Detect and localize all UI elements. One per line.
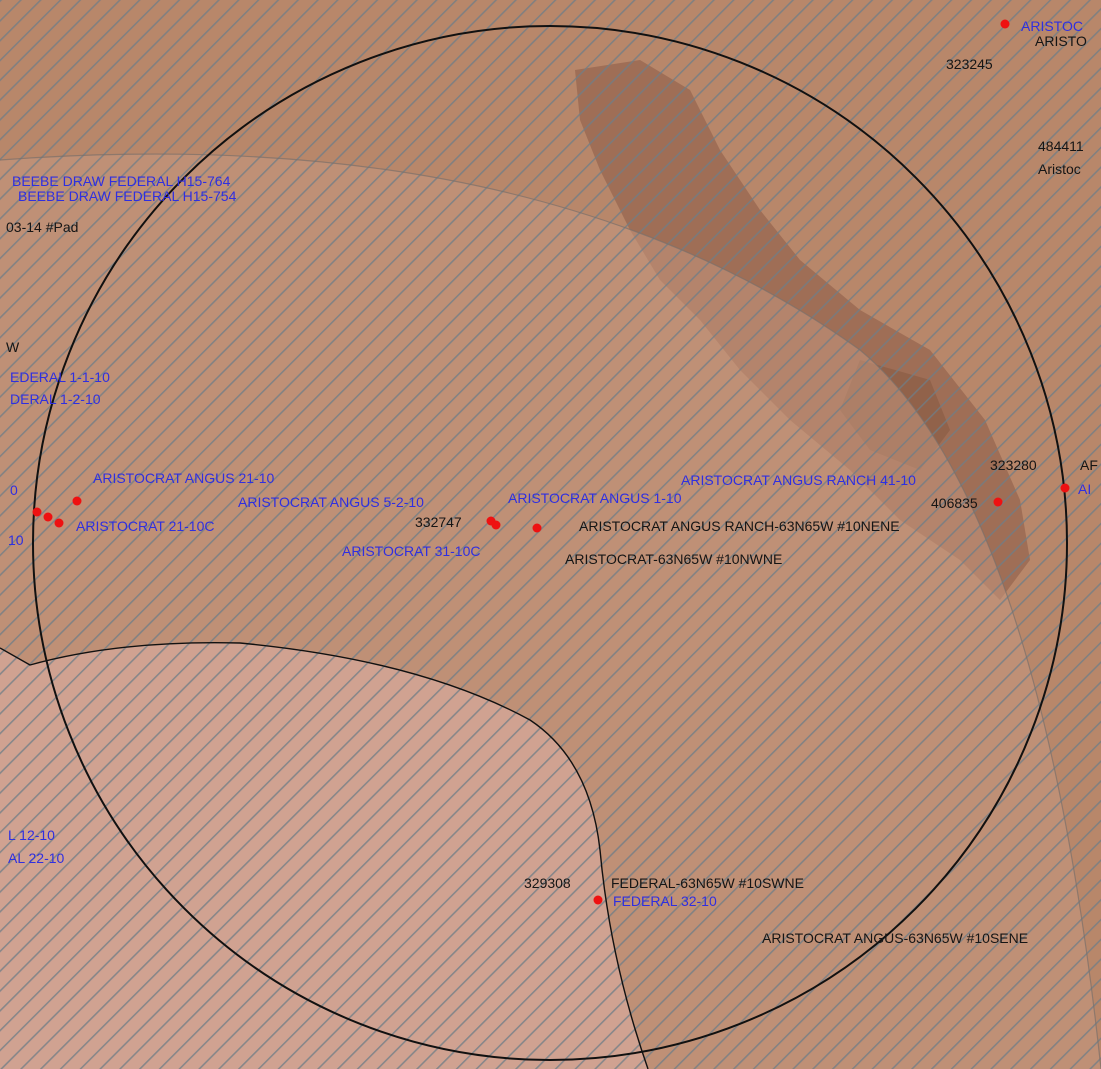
well-label[interactable]: 323245 <box>946 56 993 72</box>
well-dot[interactable] <box>43 512 53 522</box>
search-radius-circle[interactable] <box>32 25 1068 1061</box>
well-label[interactable]: EDERAL 1-1-10 <box>10 369 110 385</box>
well-dot[interactable] <box>32 507 42 517</box>
well-label[interactable]: 406835 <box>931 495 978 511</box>
well-label[interactable]: ARISTOCRAT 31-10C <box>342 543 481 559</box>
well-dot[interactable] <box>491 520 501 530</box>
well-label[interactable]: Aristoc <box>1038 161 1081 177</box>
well-label[interactable]: DERAL 1-2-10 <box>10 391 101 407</box>
well-label[interactable]: ARISTOCRAT ANGUS RANCH 41-10 <box>681 472 916 488</box>
well-label[interactable]: ARISTOCRAT ANGUS 1-10 <box>508 490 682 506</box>
well-label[interactable]: 323280 <box>990 457 1037 473</box>
well-label[interactable]: ARISTOC <box>1021 18 1083 34</box>
well-dot[interactable] <box>993 497 1003 507</box>
well-label[interactable]: ARISTOCRAT ANGUS-63N65W #10SENE <box>762 930 1028 946</box>
well-label[interactable]: ARISTOCRAT ANGUS RANCH-63N65W #10NENE <box>579 518 900 534</box>
well-label[interactable]: 0 <box>10 482 18 498</box>
well-dot[interactable] <box>532 523 542 533</box>
well-label[interactable]: 332747 <box>415 514 462 530</box>
well-label[interactable]: L 12-10 <box>8 827 55 843</box>
well-label[interactable]: ARISTO <box>1035 33 1087 49</box>
outer-arc-boundary <box>0 153 1101 1069</box>
well-label[interactable]: FEDERAL-63N65W #10SWNE <box>611 875 804 891</box>
lower-left-zone-boundary <box>0 641 649 1069</box>
well-dot[interactable] <box>1060 483 1070 493</box>
well-labels: BEEBE DRAW FEDERAL H15-764 BEEBE DRAW FE… <box>6 18 1098 946</box>
well-label[interactable]: 03-14 #Pad <box>6 219 78 235</box>
well-label[interactable]: BEEBE DRAW FEDERAL H15-754 <box>18 188 237 204</box>
well-locations <box>32 19 1070 905</box>
well-dot[interactable] <box>1000 19 1010 29</box>
well-label[interactable]: AI <box>1078 481 1091 497</box>
well-label[interactable]: W <box>6 339 20 355</box>
well-label[interactable]: ARISTOCRAT ANGUS 21-10 <box>93 470 274 486</box>
well-dot[interactable] <box>54 518 64 528</box>
well-dot[interactable] <box>72 496 82 506</box>
well-label[interactable]: ARISTOCRAT 21-10C <box>76 518 215 534</box>
well-label[interactable]: ARISTOCRAT-63N65W #10NWNE <box>565 551 782 567</box>
well-label[interactable]: 329308 <box>524 875 571 891</box>
well-label[interactable]: FEDERAL 32-10 <box>613 893 717 909</box>
well-label[interactable]: 484411 <box>1038 138 1084 154</box>
well-label[interactable]: 10 <box>8 532 24 548</box>
well-label[interactable]: AL 22-10 <box>8 850 65 866</box>
well-label[interactable]: AF <box>1080 457 1098 473</box>
well-dot[interactable] <box>593 895 603 905</box>
well-label[interactable]: BEEBE DRAW FEDERAL H15-764 <box>12 173 231 189</box>
well-label[interactable]: ARISTOCRAT ANGUS 5-2-10 <box>238 494 424 510</box>
